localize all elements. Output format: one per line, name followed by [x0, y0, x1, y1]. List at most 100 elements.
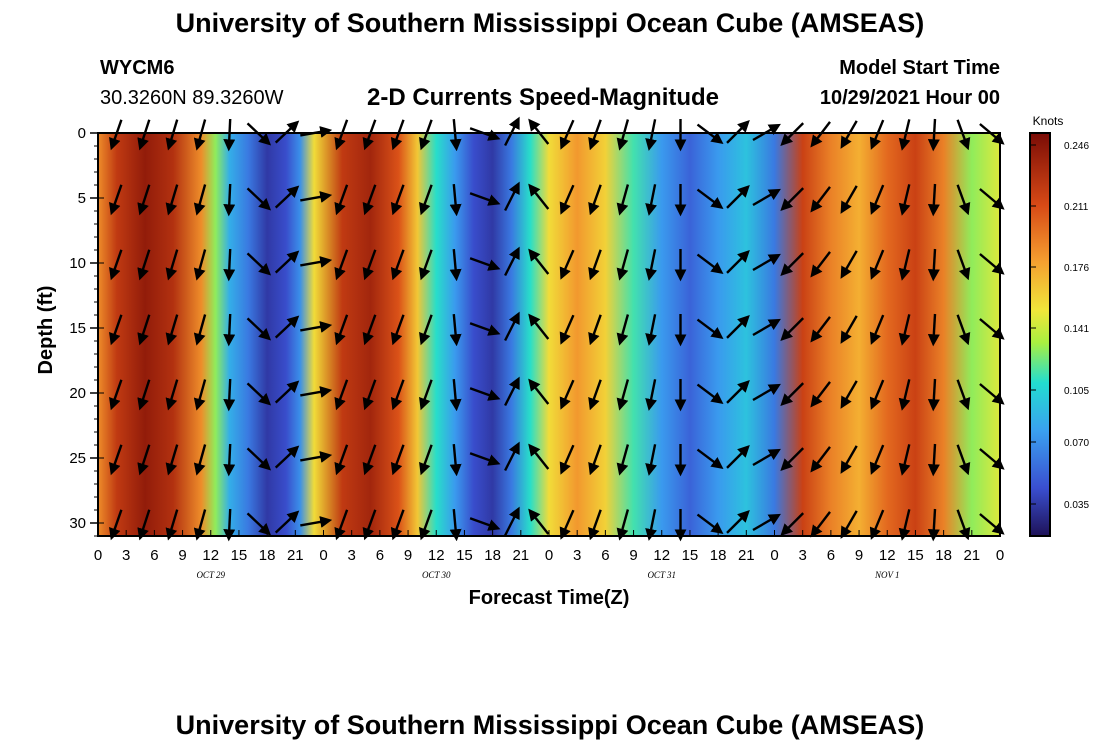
- current-arrow: [300, 516, 333, 528]
- current-arrow: [246, 512, 272, 536]
- current-arrow: [300, 451, 333, 463]
- x-tick-label: 0: [770, 547, 778, 564]
- current-arrow: [334, 379, 349, 411]
- current-arrow: [696, 383, 724, 404]
- x-tick-label: 0: [545, 547, 553, 564]
- current-arrow: [927, 183, 940, 217]
- current-arrow: [979, 318, 1005, 340]
- current-arrow: [137, 509, 151, 541]
- current-arrow: [390, 509, 405, 541]
- current-arrow: [956, 314, 971, 346]
- current-arrow: [588, 314, 602, 346]
- current-arrow: [927, 313, 940, 347]
- current-arrow: [246, 317, 272, 341]
- current-arrow: [780, 187, 805, 211]
- current-arrow: [559, 249, 575, 280]
- x-tick-label: 9: [855, 547, 863, 564]
- x-tick-label: 0: [319, 547, 327, 564]
- colorbar-tick-label: 0.211: [1064, 202, 1089, 213]
- day-label: OCT 30: [422, 570, 451, 580]
- current-arrow: [362, 509, 377, 541]
- model-start-value: 10/29/2021 Hour 00: [819, 87, 1000, 109]
- current-arrow: [840, 510, 858, 539]
- x-tick-label: 12: [202, 547, 219, 564]
- current-arrow: [223, 248, 236, 282]
- current-arrow: [956, 184, 971, 216]
- current-arrow: [246, 382, 272, 406]
- current-arrow: [246, 252, 272, 276]
- current-arrow: [645, 379, 657, 411]
- current-arrow: [840, 250, 858, 279]
- y-tick-label: 25: [69, 450, 86, 467]
- current-arrow: [109, 184, 123, 216]
- x-tick-label: 18: [484, 547, 501, 564]
- current-arrow: [165, 314, 179, 346]
- x-tick-label: 9: [404, 547, 412, 564]
- current-arrow: [898, 249, 911, 281]
- current-arrow: [109, 509, 123, 541]
- current-arrow: [137, 314, 151, 346]
- current-arrow: [898, 314, 911, 346]
- x-tick-label: 6: [376, 547, 384, 564]
- current-arrow: [927, 248, 940, 282]
- current-arrow: [979, 383, 1005, 405]
- current-arrow: [869, 314, 885, 345]
- x-tick-label: 6: [150, 547, 158, 564]
- current-arrow: [810, 381, 831, 408]
- current-arrow: [193, 314, 207, 346]
- current-arrow: [449, 183, 462, 217]
- current-arrow: [504, 376, 520, 407]
- current-arrow: [469, 322, 501, 336]
- current-arrow: [193, 379, 207, 411]
- current-arrow: [165, 444, 179, 476]
- current-arrow: [165, 184, 179, 216]
- current-arrow: [223, 443, 236, 477]
- current-arrow: [109, 249, 123, 281]
- current-arrow: [362, 379, 377, 411]
- colorbar: 0.246 0.211 0.176 0.141 0.105 0.070 0.035: [1029, 132, 1089, 537]
- current-arrow: [559, 314, 575, 345]
- current-arrow: [246, 447, 272, 471]
- current-arrow: [780, 252, 805, 276]
- x-tick-label: 21: [738, 547, 755, 564]
- current-arrow: [588, 184, 602, 216]
- current-arrow: [696, 253, 724, 274]
- current-arrow: [979, 253, 1005, 275]
- x-tick-label: 21: [963, 547, 980, 564]
- current-arrow: [334, 314, 349, 346]
- current-arrow: [616, 314, 630, 346]
- x-tick-label: 15: [456, 547, 473, 564]
- current-arrow: [726, 380, 750, 404]
- current-arrow: [504, 181, 520, 212]
- current-arrow: [334, 509, 349, 541]
- current-arrow: [362, 184, 377, 216]
- y-tick-label: 20: [69, 385, 86, 402]
- x-tick-label: 21: [512, 547, 529, 564]
- current-arrow: [869, 184, 885, 215]
- current-arrow: [645, 509, 657, 541]
- current-arrow: [469, 517, 501, 531]
- current-arrow: [193, 444, 207, 476]
- current-arrow: [726, 315, 750, 339]
- current-arrow: [165, 249, 179, 281]
- current-arrow: [869, 444, 885, 475]
- current-arrow: [956, 249, 971, 281]
- current-arrow: [449, 508, 462, 542]
- current-arrow: [927, 508, 940, 542]
- current-arrow: [419, 379, 433, 411]
- current-arrow: [469, 192, 501, 206]
- current-arrow: [274, 380, 300, 404]
- current-arrow: [528, 183, 550, 210]
- x-tick-label: 0: [996, 547, 1004, 564]
- current-arrow: [840, 445, 858, 474]
- x-tick-label: 3: [348, 547, 356, 564]
- x-tick-label: 15: [682, 547, 699, 564]
- current-arrow: [274, 510, 300, 534]
- colorbar-gradient: [1030, 133, 1050, 536]
- colorbar-tick-label: 0.176: [1064, 263, 1089, 274]
- current-arrow: [726, 445, 750, 469]
- current-arrow: [109, 444, 123, 476]
- day-label: OCT 31: [647, 570, 676, 580]
- current-arrow: [898, 379, 911, 411]
